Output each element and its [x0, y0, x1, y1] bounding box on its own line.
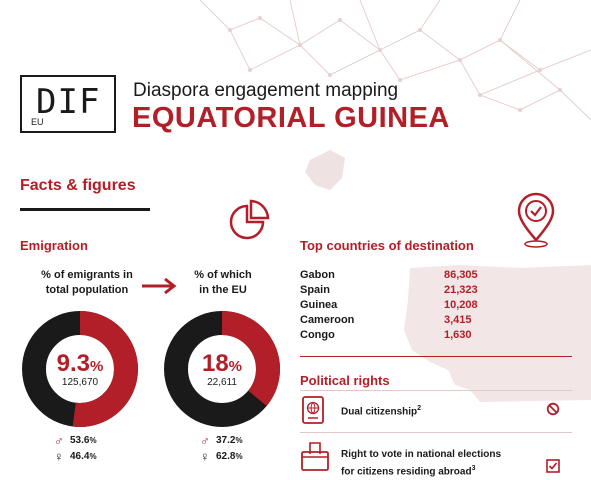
eu-label-line1: % of which — [194, 269, 252, 281]
destination-row: Gabon 86,305 — [300, 269, 510, 284]
total-female-pct-sign: % — [89, 451, 97, 461]
destination-row: Cameroon 3,415 — [300, 314, 510, 329]
checkbox-checked-icon — [546, 459, 560, 473]
eu-percent-sign: % — [228, 358, 243, 375]
right-to-vote-line2: for citizens residing abroad — [341, 466, 472, 478]
male-icon: ♂ — [200, 432, 210, 448]
destination-value: 10,208 — [444, 299, 478, 311]
destination-country: Gabon — [300, 269, 335, 281]
pie-chart-icon — [229, 199, 270, 240]
section-divider — [300, 356, 572, 357]
destination-row: Spain 21,323 — [300, 284, 510, 299]
total-label-line2: total population — [45, 284, 129, 296]
total-male-value: 53.6 — [70, 434, 90, 446]
eu-percent-value: 18% — [162, 350, 282, 378]
political-rights-rule — [300, 432, 572, 433]
total-percent-number: 9.3 — [56, 350, 91, 377]
logo-letters: DIF — [36, 82, 101, 122]
logo-eu-mark: EU — [31, 117, 44, 127]
destination-country: Cameroon — [300, 314, 355, 326]
total-label-line1: % of emigrants in — [41, 269, 133, 281]
footnote-marker: 3 — [471, 465, 476, 472]
destination-country: Guinea — [300, 299, 338, 311]
eu-percent-number: 18 — [201, 350, 229, 377]
total-male-pct-sign: % — [89, 435, 97, 445]
political-rights-rule — [300, 390, 572, 391]
total-population-label: % of emigrants in total population — [22, 268, 152, 298]
political-rights-heading: Political rights — [300, 373, 390, 388]
destination-country: Congo — [300, 329, 335, 341]
eu-share-label: % of which in the EU — [173, 268, 273, 298]
female-icon: ♀ — [200, 448, 210, 464]
eudif-logo: EU DIF — [20, 75, 116, 133]
eu-count: 22,611 — [207, 377, 237, 388]
prohibited-icon — [546, 402, 560, 416]
location-pin-check-icon — [517, 192, 555, 248]
total-female-value: 46.4 — [70, 450, 90, 462]
total-percent-value: 9.3% — [20, 350, 140, 378]
passport-icon — [302, 396, 324, 424]
dual-citizenship-label: Dual citizenship2 — [341, 402, 421, 419]
destination-row: Guinea 10,208 — [300, 299, 510, 314]
total-male-row: ♂ 53.6% — [54, 432, 97, 448]
arrow-right-icon — [142, 277, 177, 295]
eu-male-value: 37.2 — [216, 434, 236, 446]
donut-share-arc — [72, 311, 138, 427]
donut-share-arc — [221, 311, 280, 406]
total-female-row: ♀ 46.4% — [54, 448, 97, 464]
destination-value: 1,630 — [444, 329, 472, 341]
eu-female-value: 62.8 — [216, 450, 236, 462]
destination-value: 21,323 — [444, 284, 478, 296]
eu-female-pct-sign: % — [235, 451, 243, 461]
right-to-vote-label: Right to vote in national elections for … — [341, 448, 501, 479]
facts-heading: Facts & figures — [20, 177, 136, 194]
country-title: EQUATORIAL GUINEA — [132, 102, 450, 134]
female-icon: ♀ — [54, 448, 64, 464]
eu-label-line2: in the EU — [199, 284, 247, 296]
emigrants-donut-chart — [22, 311, 138, 427]
eu-male-row: ♂ 37.2% — [200, 432, 243, 448]
page-title: Diaspora engagement mapping — [133, 80, 399, 101]
destination-value: 3,415 — [444, 314, 472, 326]
destination-row: Congo 1,630 — [300, 329, 510, 344]
dual-citizenship-text: Dual citizenship — [341, 406, 418, 418]
footnote-marker: 2 — [417, 405, 422, 412]
destination-country: Spain — [300, 284, 330, 296]
destinations-heading: Top countries of destination — [300, 238, 474, 253]
male-icon: ♂ — [54, 432, 64, 448]
right-to-vote-line1: Right to vote in national elections — [341, 449, 502, 460]
facts-divider — [20, 208, 150, 211]
eu-female-row: ♀ 62.8% — [200, 448, 243, 464]
ballot-box-icon — [301, 442, 329, 471]
total-percent-sign: % — [90, 358, 104, 375]
eu-male-pct-sign: % — [235, 435, 243, 445]
emigration-heading: Emigration — [20, 238, 88, 253]
destination-value: 86,305 — [444, 269, 478, 281]
eu-donut-chart — [164, 311, 280, 427]
total-count: 125,670 — [61, 377, 99, 388]
